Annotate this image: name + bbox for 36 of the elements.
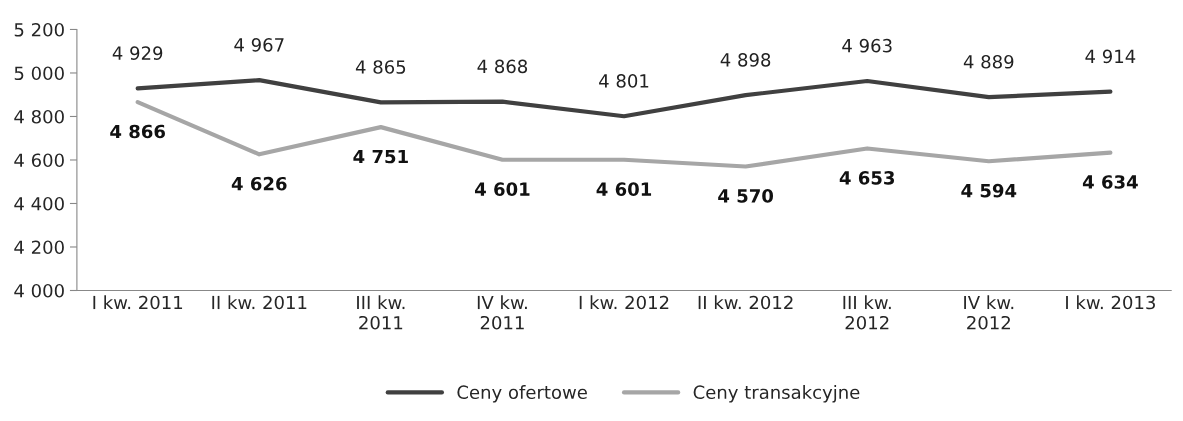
legend-label: Ceny ofertowe [457, 385, 587, 403]
legend-label: Ceny transakcyjne [693, 385, 860, 403]
data-label: 4 967 [234, 38, 284, 52]
data-label: 4 889 [963, 54, 1014, 69]
data-label: 4 653 [839, 170, 895, 185]
x-tick-label: IV kw. 2012 [964, 295, 1014, 330]
y-tick-label: 4 400 [14, 196, 64, 211]
data-label: 4 868 [477, 59, 528, 74]
data-label: 4 601 [474, 182, 530, 196]
y-tick-label: 4 200 [14, 240, 64, 255]
x-tick-label: I kw. 2012 [579, 295, 669, 310]
y-tick-label: 4 800 [14, 109, 64, 124]
data-label: 4 601 [596, 182, 652, 196]
x-tick-label: IV kw. 2011 [477, 295, 527, 330]
data-label: 4 801 [599, 74, 649, 88]
y-tick-label: 5 000 [14, 66, 64, 81]
data-label: 4 865 [355, 60, 406, 74]
data-label: 4 914 [1085, 49, 1136, 64]
data-label: 4 866 [110, 124, 165, 139]
y-tick-label: 4 000 [14, 283, 64, 298]
x-tick-label: II kw. 2011 [212, 295, 307, 310]
x-tick-label: II kw. 2012 [698, 295, 793, 310]
data-label: 4 963 [842, 38, 892, 53]
x-tick-label: I kw. 2011 [93, 295, 183, 310]
data-label: 4 634 [1082, 175, 1138, 189]
y-tick-label: 5 200 [14, 22, 64, 37]
data-label: 4 594 [961, 183, 1017, 198]
data-label: 4 929 [112, 46, 163, 60]
data-label: 4 570 [718, 189, 774, 203]
data-label: 4 626 [231, 176, 287, 191]
x-tick-label: III kw. 2012 [843, 295, 891, 330]
data-label: 4 751 [353, 149, 408, 164]
data-label: 4 898 [720, 53, 771, 67]
x-tick-label: III kw. 2011 [357, 295, 405, 330]
x-tick-label: I kw. 2013 [1066, 295, 1155, 310]
y-tick-label: 4 600 [14, 153, 64, 168]
